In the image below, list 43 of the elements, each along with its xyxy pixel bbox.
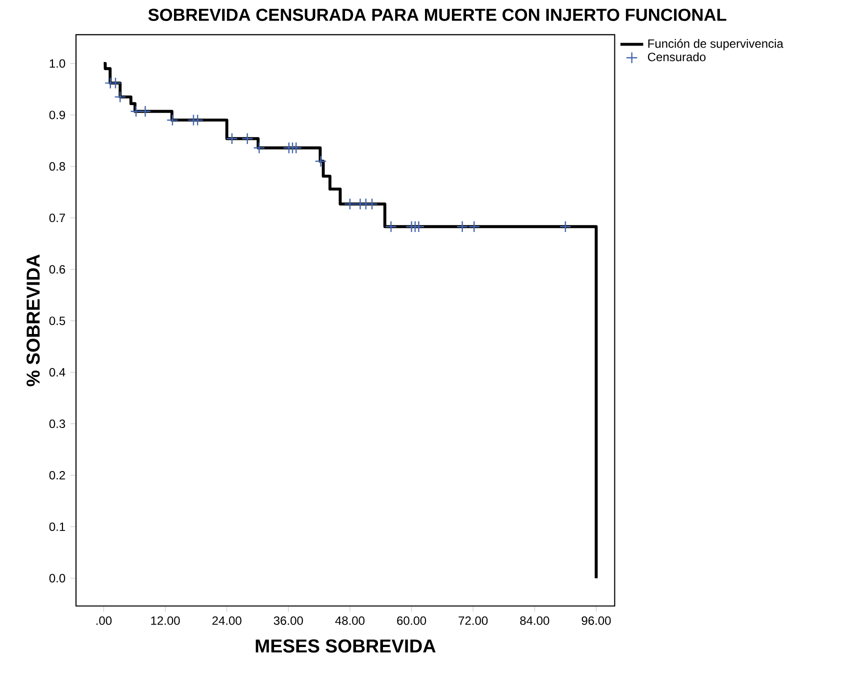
x-tick-label: 12.00: [151, 616, 180, 625]
point: [468, 220, 480, 233]
point: [290, 142, 302, 154]
y-tick-label: 0.6: [49, 265, 66, 274]
point: [314, 155, 327, 168]
x-tick-label: 96.00: [582, 616, 611, 625]
legend-label: Función de supervivencia: [648, 38, 784, 50]
x-tick-label: 48.00: [335, 616, 365, 625]
x-axis-title: MESES SOBREVIDA: [256, 639, 436, 653]
y-tick-label: 0.8: [49, 162, 66, 171]
point: [366, 198, 378, 210]
y-tick-label: 0.2: [49, 470, 65, 480]
x-tick-label: 84.00: [520, 616, 550, 625]
point: [412, 220, 425, 233]
point: [114, 91, 126, 103]
x-tick-label: 72.00: [458, 616, 488, 625]
y-tick-label: 0.7: [49, 214, 65, 222]
point: [344, 198, 356, 210]
y-axis-title: % SOBREVIDA: [26, 254, 40, 386]
point: [139, 105, 152, 118]
y-tick-label: 0.1: [49, 522, 66, 531]
point: [110, 77, 122, 89]
y-tick-label: 0.0: [49, 574, 66, 582]
y-tick-label: 1.0: [50, 59, 66, 68]
legend-label: Censurado: [648, 52, 706, 62]
point: [253, 142, 266, 154]
y-tick-label: 0.5: [49, 316, 66, 326]
point: [456, 220, 468, 233]
point: [166, 114, 178, 126]
y-tick-label: 0.3: [49, 420, 66, 428]
point: [241, 132, 254, 145]
x-tick-label: 60.00: [397, 616, 426, 625]
point: [559, 220, 572, 233]
x-tick-label: .00: [96, 616, 112, 625]
point: [192, 114, 204, 126]
point: [385, 220, 397, 233]
point: [130, 105, 142, 118]
point: [226, 132, 238, 145]
y-tick-label: 0.4: [49, 368, 66, 377]
x-tick-label: 36.00: [274, 616, 303, 625]
chart-title: SOBREVIDA CENSURADA PARA MUERTE CON INJERTO FUNCIONAL: [148, 8, 726, 21]
x-tick-label: 24.00: [212, 616, 242, 625]
y-tick-label: 0.9: [49, 110, 66, 120]
